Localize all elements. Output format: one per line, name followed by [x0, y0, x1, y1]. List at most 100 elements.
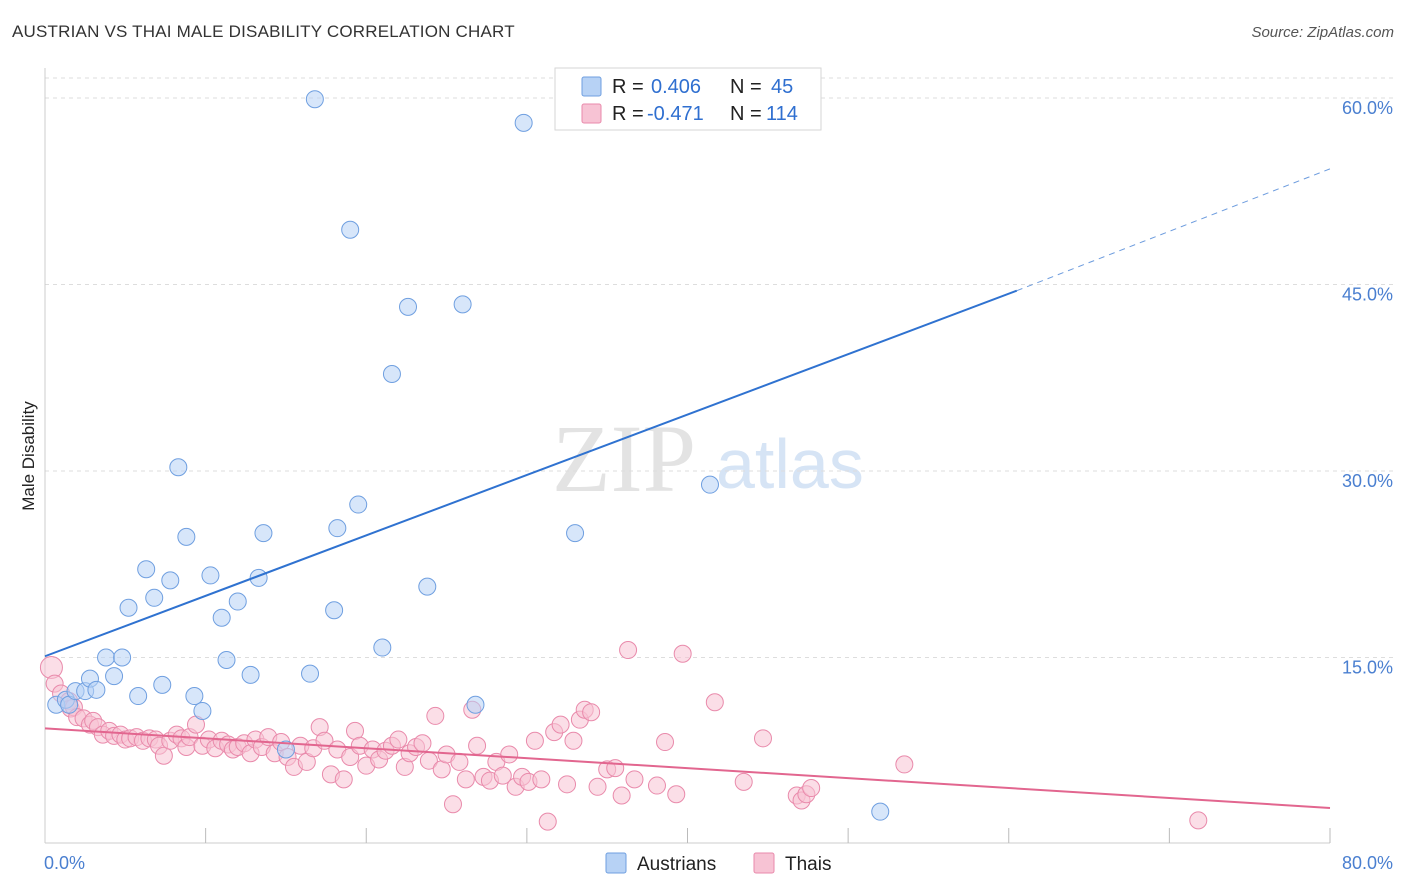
- thais-point: [389, 730, 408, 749]
- legend-r-label-austrians: R =: [612, 76, 644, 98]
- thais-point: [558, 775, 577, 794]
- austrians-point: [169, 458, 188, 477]
- thais-point: [551, 715, 570, 734]
- thais-point: [525, 731, 544, 750]
- austrians-point: [418, 577, 437, 596]
- y-tick-labels: 15.0% 30.0% 45.0% 60.0%: [1342, 98, 1393, 678]
- thais-point: [647, 776, 666, 795]
- series-legend: Austrians Thais: [605, 852, 831, 875]
- y-tick-label-15: 15.0%: [1342, 657, 1393, 677]
- y-tick-label-60: 60.0%: [1342, 98, 1393, 118]
- thais-point: [450, 752, 469, 771]
- thais-point: [413, 734, 432, 753]
- thais-point: [493, 766, 512, 785]
- legend-n-label-austrians: N =: [730, 76, 762, 98]
- austrians-point: [217, 650, 236, 669]
- thais-point: [500, 745, 519, 764]
- austrians-point: [153, 675, 172, 694]
- austrians-point: [241, 665, 260, 684]
- bottom-legend-austrians: Austrians: [637, 854, 716, 875]
- thais-point: [582, 703, 601, 722]
- legend-swatch-thais: [581, 103, 602, 124]
- thais-point: [1189, 811, 1208, 830]
- x-tick-label-min: 0.0%: [44, 853, 85, 873]
- thais-point: [426, 706, 445, 725]
- austrians-point: [566, 524, 585, 543]
- legend-n-value-austrians: 45: [771, 76, 793, 98]
- y-tick-label-30: 30.0%: [1342, 471, 1393, 491]
- thais-point: [564, 731, 583, 750]
- austrians-point: [177, 527, 196, 546]
- bottom-legend-swatch-austrians: [605, 852, 627, 874]
- thais-point: [753, 729, 772, 748]
- x-axis-ticks: [205, 828, 1331, 843]
- austrians-point: [276, 740, 295, 759]
- austrians-point: [373, 638, 392, 657]
- austrians-point: [382, 365, 401, 384]
- austrians-point: [301, 664, 320, 683]
- thais-point: [532, 770, 551, 789]
- austrians-point: [254, 524, 273, 543]
- y-axis-title: Male Disability: [19, 401, 38, 511]
- watermark-zip: ZIP: [552, 405, 696, 512]
- y-tick-label-45: 45.0%: [1342, 284, 1393, 304]
- thais-point: [154, 746, 173, 765]
- austrians-trendline: [44, 289, 1018, 658]
- legend-r-value-austrians: 0.406: [651, 76, 701, 98]
- austrians-point: [328, 519, 347, 538]
- thais-point: [625, 770, 644, 789]
- austrians-point: [453, 295, 472, 314]
- austrians-point: [161, 571, 180, 590]
- gridlines: [45, 77, 1393, 658]
- chart-title: AUSTRIAN VS THAI MALE DISABILITY CORRELA…: [12, 22, 515, 41]
- legend-n-value-thais: 114: [766, 103, 798, 125]
- austrians-point: [201, 566, 220, 585]
- thais-point: [468, 736, 487, 755]
- austrians-point: [97, 648, 116, 667]
- austrians-point: [87, 680, 106, 699]
- austrians-points: [47, 88, 890, 821]
- austrians-point: [349, 495, 368, 514]
- austrians-point: [305, 90, 324, 109]
- thais-point: [334, 770, 353, 789]
- thais-point: [705, 693, 724, 712]
- austrians-point: [228, 592, 247, 611]
- austrians-point: [185, 687, 204, 706]
- thais-point: [39, 655, 63, 679]
- thais-point: [432, 760, 451, 779]
- legend-r-label-thais: R =: [612, 103, 644, 125]
- thais-point: [673, 644, 692, 663]
- thais-point: [667, 785, 686, 804]
- austrians-point: [113, 648, 132, 667]
- thais-point: [734, 772, 753, 791]
- thais-point: [538, 812, 557, 831]
- thais-point: [619, 641, 638, 660]
- thais-point: [895, 755, 914, 774]
- austrians-point: [399, 297, 418, 316]
- austrians-point: [212, 608, 231, 627]
- thais-point: [588, 777, 607, 796]
- legend-r-value-thais: -0.471: [647, 103, 704, 125]
- austrians-trendline-extension: [1016, 168, 1331, 292]
- bottom-legend-thais: Thais: [785, 854, 831, 875]
- legend-n-label-thais: N =: [730, 103, 762, 125]
- thais-points: [39, 641, 1208, 831]
- austrians-point: [466, 695, 485, 714]
- thais-point: [443, 795, 462, 814]
- austrians-point: [129, 687, 148, 706]
- thais-point: [612, 786, 631, 805]
- x-tick-label-max: 80.0%: [1342, 853, 1393, 873]
- thais-point: [802, 779, 821, 798]
- austrians-point: [700, 475, 719, 494]
- austrians-point: [871, 802, 890, 821]
- austrians-point: [105, 667, 124, 686]
- thais-trendline: [44, 727, 1331, 809]
- source-label: Source: ZipAtlas.com: [1251, 24, 1394, 41]
- austrians-point: [137, 560, 156, 579]
- legend-swatch-austrians: [581, 76, 602, 97]
- thais-point: [456, 770, 475, 789]
- austrians-point: [145, 588, 164, 607]
- austrians-point: [119, 598, 138, 617]
- austrians-point: [193, 701, 212, 720]
